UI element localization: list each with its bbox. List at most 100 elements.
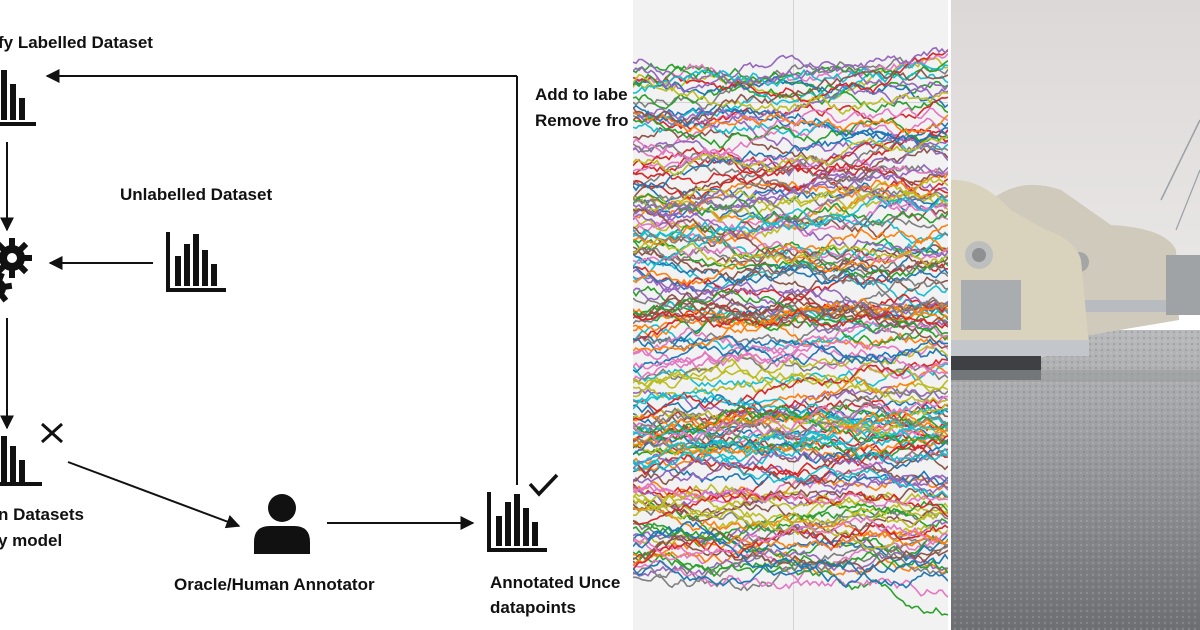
series-line bbox=[633, 84, 949, 114]
series-line bbox=[633, 395, 949, 448]
uncertain-datasets-label-2: y model bbox=[0, 531, 63, 550]
series-line bbox=[633, 500, 949, 542]
series-line bbox=[633, 139, 949, 177]
series-line bbox=[633, 195, 949, 237]
series-line bbox=[633, 163, 949, 216]
series-line bbox=[633, 309, 949, 347]
series-line bbox=[633, 433, 949, 460]
series-line bbox=[633, 412, 949, 465]
series-line bbox=[633, 412, 949, 441]
series-line bbox=[633, 482, 949, 508]
check-icon bbox=[528, 473, 559, 497]
series-line bbox=[633, 240, 949, 265]
series-line bbox=[633, 516, 949, 561]
series-line bbox=[633, 73, 949, 116]
series-line bbox=[633, 551, 949, 578]
series-line bbox=[633, 208, 949, 269]
active-learning-diagram: fy Labelled Dataset Unlabelled Dataset bbox=[0, 33, 629, 617]
series-line bbox=[633, 293, 949, 329]
series-line bbox=[633, 536, 949, 592]
person-icon bbox=[254, 494, 310, 554]
series-line bbox=[633, 450, 949, 498]
series-line bbox=[633, 49, 949, 103]
series-line bbox=[633, 435, 949, 470]
series-line bbox=[633, 438, 949, 467]
vintage-cars-photo bbox=[951, 0, 1200, 630]
series-line bbox=[633, 343, 949, 382]
series-line bbox=[633, 126, 949, 187]
unlabelled-dataset-label: Unlabelled Dataset bbox=[120, 185, 273, 204]
series-line bbox=[633, 128, 949, 186]
line-plot-canvas bbox=[633, 46, 949, 616]
series-line bbox=[633, 327, 949, 380]
series-line bbox=[633, 184, 949, 213]
diagram-arrows bbox=[0, 69, 518, 530]
series-line bbox=[633, 521, 949, 589]
series-line bbox=[633, 111, 949, 135]
series-line bbox=[633, 450, 949, 486]
series-line bbox=[633, 491, 949, 520]
series-line bbox=[633, 289, 949, 335]
labelled-bar-chart-icon bbox=[0, 70, 36, 126]
uncertain-datasets-label-1: n Datasets bbox=[0, 505, 84, 524]
series-line bbox=[633, 176, 949, 224]
cross-icon bbox=[40, 422, 64, 444]
series-line bbox=[633, 388, 949, 432]
series-line bbox=[633, 244, 949, 278]
series-line bbox=[633, 53, 949, 91]
series-line bbox=[633, 363, 949, 465]
series-line bbox=[633, 276, 949, 319]
annotated-label-2: datapoints bbox=[490, 598, 576, 617]
series-line bbox=[633, 224, 949, 261]
series-line bbox=[633, 265, 949, 313]
add-to-labelled-label-1: Add to labe bbox=[535, 85, 628, 104]
series-line bbox=[633, 177, 949, 216]
series-line bbox=[633, 307, 949, 329]
series-line bbox=[633, 544, 949, 578]
series-line bbox=[633, 228, 949, 261]
series-line bbox=[633, 117, 949, 149]
series-line bbox=[633, 534, 949, 573]
series-line bbox=[633, 559, 949, 598]
annotated-bar-chart-icon bbox=[487, 492, 547, 552]
series-line bbox=[633, 410, 949, 447]
arrow-uncertain-to-oracle bbox=[67, 461, 241, 529]
series-line bbox=[633, 129, 949, 192]
series-line bbox=[633, 46, 949, 94]
series-line bbox=[633, 62, 949, 95]
random-walk-line-plot bbox=[633, 0, 950, 630]
oracle-label: Oracle/Human Annotator bbox=[174, 575, 375, 594]
series-line bbox=[633, 435, 949, 483]
series-line bbox=[633, 291, 949, 350]
labelled-dataset-label: fy Labelled Dataset bbox=[0, 33, 153, 52]
series-line bbox=[633, 59, 949, 88]
series-line bbox=[633, 204, 949, 258]
panel-divider bbox=[948, 0, 952, 630]
series-line bbox=[633, 338, 949, 374]
annotated-label-1: Annotated Unce bbox=[490, 573, 621, 592]
uncertain-bar-chart-icon bbox=[0, 436, 42, 486]
series-line bbox=[633, 179, 949, 210]
series-line bbox=[633, 553, 949, 589]
series-line bbox=[633, 223, 949, 286]
series-line bbox=[633, 398, 949, 443]
series-line bbox=[633, 529, 949, 566]
series-line bbox=[633, 238, 949, 268]
photo-scene bbox=[951, 0, 1200, 630]
series-line bbox=[633, 285, 949, 330]
series-line bbox=[633, 67, 949, 94]
series-line bbox=[633, 300, 949, 345]
series-line bbox=[633, 366, 949, 405]
series-line bbox=[633, 358, 949, 421]
series-line bbox=[633, 68, 949, 125]
series-line bbox=[633, 146, 949, 199]
gears-icon bbox=[0, 238, 32, 304]
unlabelled-bar-chart-icon bbox=[166, 232, 226, 292]
series-line bbox=[633, 134, 949, 177]
series-line bbox=[633, 232, 949, 294]
series-line bbox=[633, 247, 949, 275]
series-line bbox=[633, 107, 949, 153]
series-line bbox=[633, 296, 949, 325]
remove-from-unlabelled-label-2: Remove fro bbox=[535, 111, 629, 130]
series-line bbox=[633, 356, 949, 398]
